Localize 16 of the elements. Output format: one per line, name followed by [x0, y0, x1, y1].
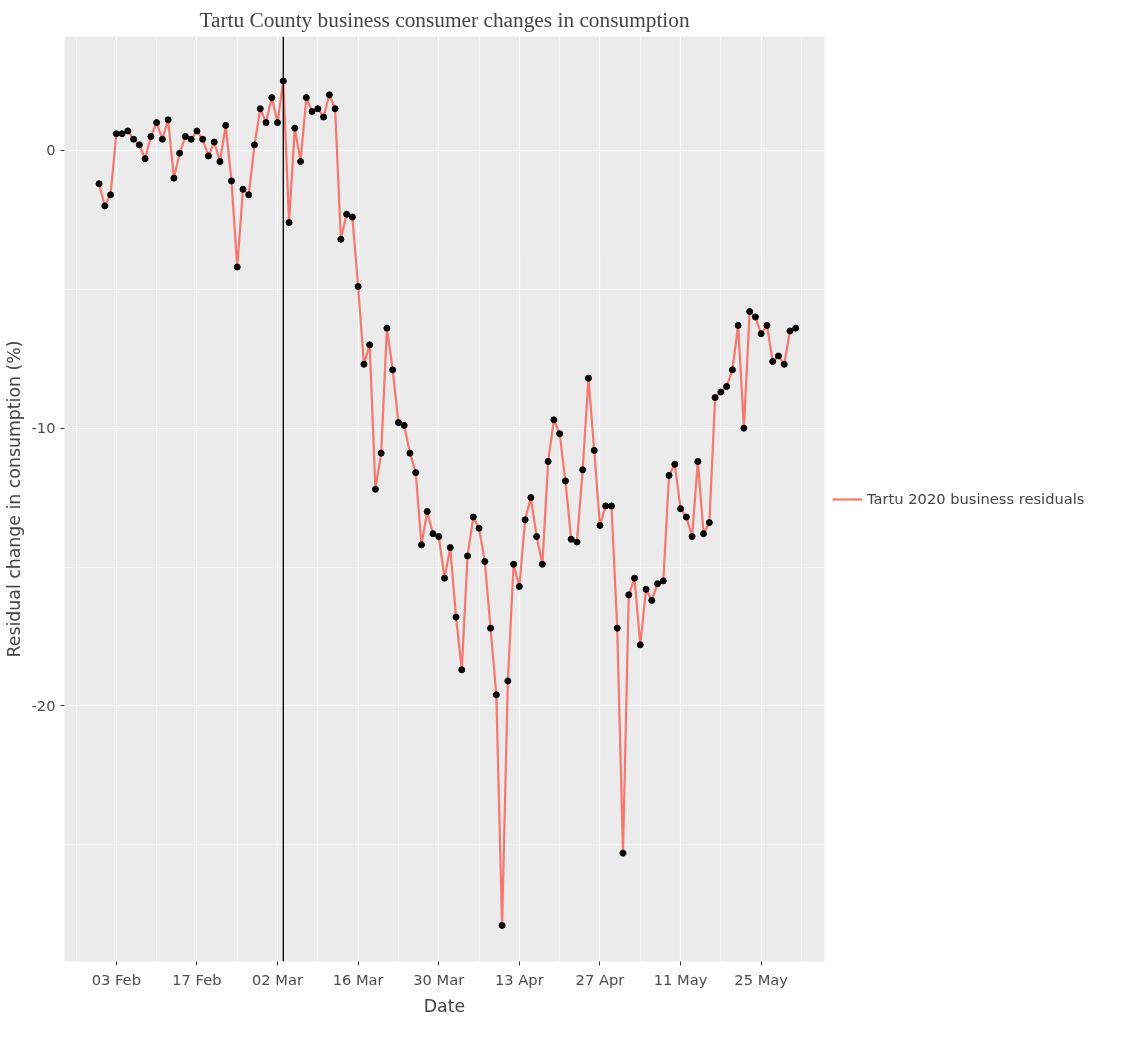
- x-tick-label: 02 Mar: [252, 970, 304, 988]
- x-tick-label: 03 Feb: [91, 970, 141, 988]
- x-tick-label: 11 May: [653, 970, 708, 988]
- x-tick-label: 16 Mar: [332, 970, 385, 988]
- y-tick-label: -10: [31, 419, 56, 437]
- x-tick-label: 27 Apr: [575, 970, 626, 988]
- legend-label: Tartu 2020 business residuals: [867, 490, 1085, 507]
- y-tick-label: 0: [46, 141, 56, 159]
- chart-title: Tartu County business consumer changes in consumption: [199, 7, 690, 32]
- y-tick-label: -20: [31, 696, 56, 714]
- x-tick-label: 13 Apr: [495, 970, 545, 988]
- y-axis-title: Residual change in consumption (%): [3, 340, 24, 658]
- x-tick-label: 25 May: [734, 970, 789, 988]
- x-axis-title: Date: [423, 995, 466, 1016]
- x-tick-label: 30 Mar: [413, 970, 466, 988]
- x-tick-label: 17 Feb: [172, 970, 222, 988]
